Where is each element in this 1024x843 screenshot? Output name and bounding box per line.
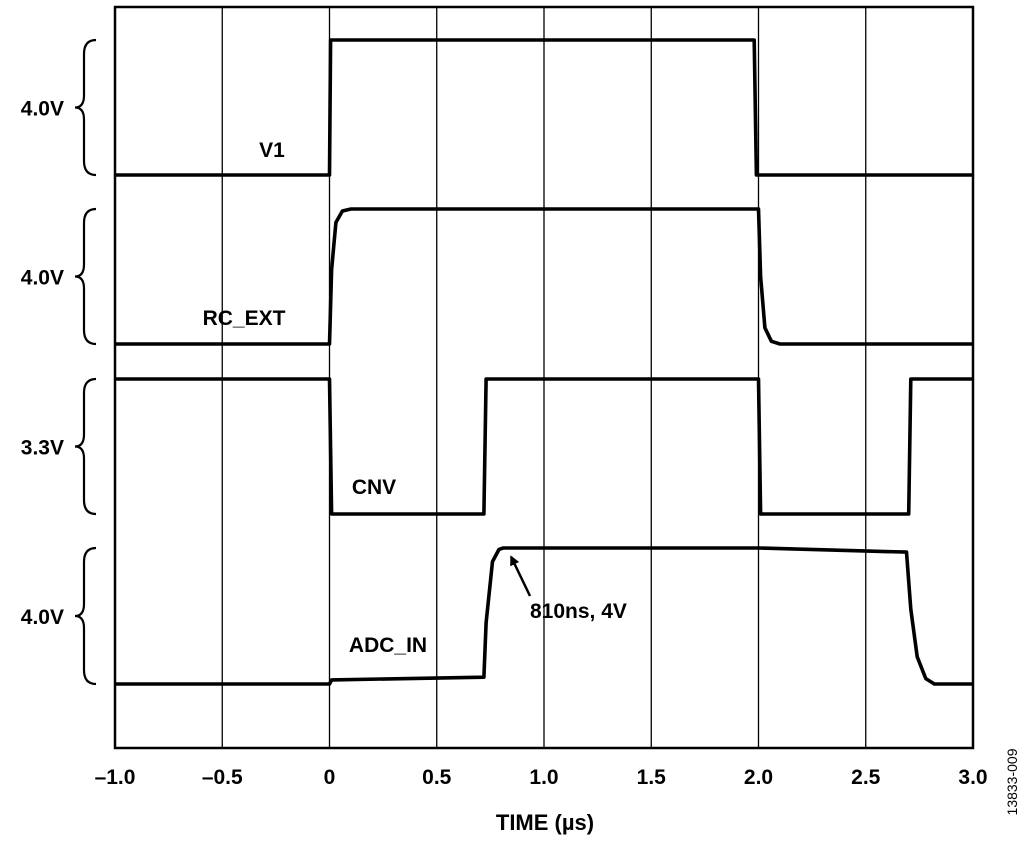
scale-label: 4.0V <box>21 606 64 629</box>
trace-label-adc-in: ADC_IN <box>349 634 427 657</box>
x-tick-label: 1.5 <box>637 766 667 789</box>
x-tick-label: 0.5 <box>422 766 452 789</box>
trace-label-v1: V1 <box>259 139 285 162</box>
x-tick-label: 0 <box>324 766 336 789</box>
annotation-arrow <box>510 555 532 597</box>
x-tick-label: 3.0 <box>958 766 987 789</box>
plot-frame <box>113 5 975 750</box>
trace-labels: V1 RC_EXT CNV ADC_IN <box>203 139 428 657</box>
x-tick-label: 1.0 <box>529 766 558 789</box>
x-tick-label: –1.0 <box>95 766 136 789</box>
x-tick-label: 2.5 <box>851 766 881 789</box>
trace-adc-in <box>115 546 973 686</box>
scale-label: 4.0V <box>21 267 64 290</box>
traces <box>115 38 973 686</box>
brace-cnv <box>74 377 97 516</box>
trace-label-cnv: CNV <box>352 476 396 499</box>
x-tick-labels: –1.0 –0.5 0 0.5 1.0 1.5 2.0 2.5 3.0 <box>95 766 988 789</box>
annotation-label: 810ns, 4V <box>530 600 627 623</box>
brace-v1 <box>74 38 97 177</box>
trace-v1 <box>115 38 973 177</box>
x-tick-label: 2.0 <box>744 766 773 789</box>
channel-scales: 4.0V 4.0V 3.3V 4.0V <box>21 38 97 686</box>
x-axis-title: TIME (µs) <box>496 810 594 835</box>
brace-rc-ext <box>74 207 97 346</box>
trace-label-rc-ext: RC_EXT <box>203 307 286 330</box>
trace-rc-ext <box>115 207 973 346</box>
trace-cnv <box>115 377 973 516</box>
scale-label: 4.0V <box>21 98 64 121</box>
scale-label: 3.3V <box>21 437 64 460</box>
x-tick-label: –0.5 <box>202 766 243 789</box>
annotations: 810ns, 4V <box>510 555 627 623</box>
figure-id: 13833-009 <box>1004 748 1020 815</box>
brace-adc-in <box>74 546 97 686</box>
